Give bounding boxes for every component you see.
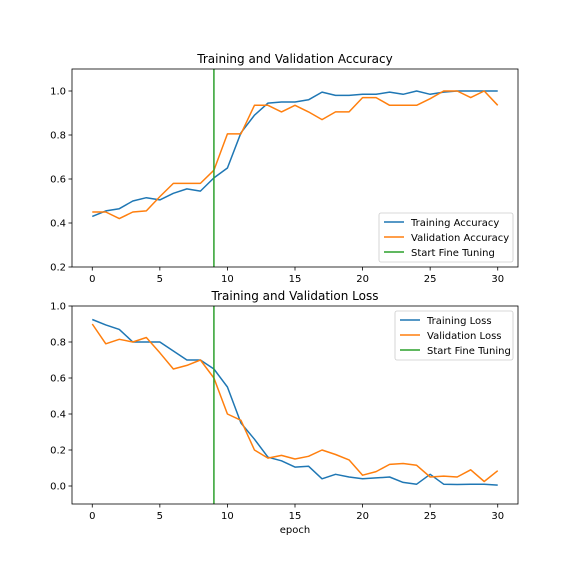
loss-y-tick-label: 0.2 — [50, 446, 66, 457]
loss-x-tick-label: 30 — [491, 511, 504, 522]
loss-x-axis-label: epoch — [280, 525, 310, 536]
loss-chart-title: Training and Validation Loss — [211, 289, 379, 303]
loss-x-tick-label: 0 — [89, 511, 95, 522]
accuracy-x-tick-label: 15 — [289, 274, 302, 285]
loss-x-tick-label: 25 — [424, 511, 437, 522]
loss-x-tick-label: 5 — [157, 511, 163, 522]
accuracy-x-tick-label: 25 — [424, 274, 437, 285]
loss-ticks: 0 5 10 15 20 25 30 0.0 0.2 0.4 0.6 0.8 1.0 — [50, 302, 504, 523]
accuracy-y-tick-label: 0.2 — [50, 263, 66, 274]
loss-legend-label-validation: Validation Loss — [427, 331, 502, 342]
loss-y-tick-label: 0.0 — [50, 482, 66, 493]
loss-y-tick-label: 0.4 — [50, 410, 66, 421]
accuracy-y-tick-label: 0.6 — [50, 175, 66, 186]
loss-series-layer — [91, 306, 499, 504]
accuracy-legend-label-validation: Validation Accuracy — [411, 233, 509, 244]
accuracy-ticks: 0 5 10 15 20 25 30 0.2 0.4 0.6 0.8 1.0 — [50, 87, 504, 286]
accuracy-x-tick-label: 0 — [89, 274, 95, 285]
loss-x-tick-label: 20 — [356, 511, 369, 522]
accuracy-subplot: Training and Validation Accuracy 0 5 10 15 2… — [50, 52, 519, 286]
accuracy-x-tick-label: 20 — [356, 274, 369, 285]
loss-y-tick-label: 0.8 — [50, 338, 66, 349]
loss-y-tick-label: 1.0 — [50, 302, 66, 313]
accuracy-y-tick-label: 0.4 — [50, 219, 66, 230]
accuracy-y-tick-label: 0.8 — [50, 131, 66, 142]
loss-legend-label-training: Training Loss — [426, 316, 492, 327]
accuracy-series-line-1 — [92, 90, 499, 220]
accuracy-legend-label-fine-tuning: Start Fine Tuning — [411, 248, 495, 259]
accuracy-legend: Training Accuracy Validation Accuracy St… — [378, 212, 514, 263]
loss-subplot: Training and Validation Loss 0 5 10 15 20 25 3… — [50, 289, 519, 536]
loss-series-line-0 — [91, 318, 498, 486]
accuracy-y-tick-label: 1.0 — [50, 87, 66, 98]
accuracy-x-tick-label: 5 — [157, 274, 163, 285]
loss-legend: Training Loss Validation Loss Start Fine… — [394, 310, 514, 361]
loss-x-tick-label: 10 — [221, 511, 234, 522]
loss-legend-box — [394, 310, 514, 361]
accuracy-legend-box — [378, 212, 514, 263]
accuracy-series-line-0 — [91, 90, 498, 218]
loss-y-tick-label: 0.6 — [50, 374, 66, 385]
accuracy-series-layer — [91, 69, 499, 267]
loss-legend-label-fine-tuning: Start Fine Tuning — [427, 346, 511, 357]
loss-x-tick-label: 15 — [289, 511, 302, 522]
accuracy-legend-label-training: Training Accuracy — [410, 218, 499, 229]
accuracy-chart-title: Training and Validation Accuracy — [196, 52, 392, 66]
accuracy-x-tick-label: 30 — [491, 274, 504, 285]
accuracy-x-tick-label: 10 — [221, 274, 234, 285]
loss-series-line-1 — [91, 323, 499, 483]
